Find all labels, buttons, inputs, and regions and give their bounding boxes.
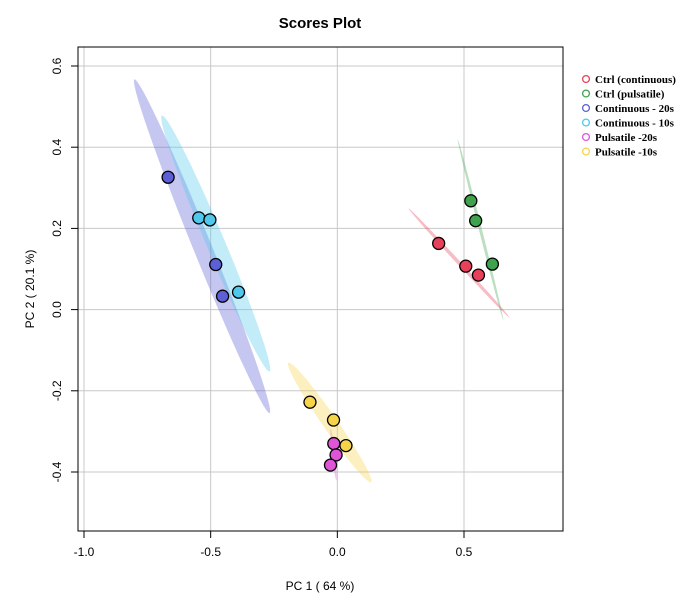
y-tick-label: 0.6 — [50, 57, 64, 74]
data-point — [326, 413, 341, 427]
x-axis-ticks: -1.0 -0.5 0.0 0.5 — [74, 531, 473, 559]
data-point — [161, 170, 175, 184]
data-point — [471, 268, 486, 282]
legend[interactable]: Ctrl (continuous) Ctrl (pulsatile) Continu… — [581, 74, 677, 159]
legend-label: Ctrl (continuous) — [595, 74, 676, 86]
data-point — [231, 285, 246, 299]
data-point — [459, 259, 473, 273]
legend-marker — [581, 103, 591, 113]
data-point — [215, 289, 230, 303]
ellipse-continuous-10s — [161, 115, 271, 372]
y-axis-label: PC 2 ( 20.1 %) — [23, 250, 37, 329]
legend-label: Continuous - 20s — [595, 103, 675, 115]
data-point — [464, 194, 478, 208]
y-tick-label: 0.2 — [50, 220, 64, 237]
legend-marker — [581, 118, 591, 127]
x-tick-label: -1.0 — [74, 545, 95, 559]
y-tick-label: 0.0 — [50, 301, 64, 318]
data-point — [203, 213, 217, 227]
x-axis-label: PC 1 ( 64 %) — [286, 579, 355, 593]
legend-marker — [581, 74, 591, 84]
data-point — [432, 236, 446, 251]
x-tick-label: -0.5 — [200, 545, 221, 559]
x-tick-label: 0.0 — [329, 545, 346, 559]
legend-marker — [581, 147, 591, 156]
y-axis-ticks: -0.4 -0.2 0.0 0.2 0.4 0.6 — [50, 57, 78, 482]
confidence-ellipses — [133, 79, 510, 483]
x-tick-label: 0.5 — [456, 545, 473, 559]
grid-lines — [78, 47, 563, 531]
data-point — [485, 257, 500, 271]
legend-marker — [581, 132, 591, 142]
y-tick-label: -0.2 — [50, 380, 64, 401]
y-tick-label: 0.4 — [50, 139, 64, 156]
data-point — [469, 214, 483, 228]
ellipse-continuous-20s — [133, 79, 271, 414]
ellipse-ctrl-continuous — [408, 208, 510, 318]
ellipse-ctrl-pulsatile — [457, 139, 504, 320]
data-point — [323, 458, 338, 472]
plot-frame — [77, 46, 564, 532]
y-tick-label: -0.4 — [50, 461, 64, 482]
data-point — [192, 211, 206, 225]
legend-label: Ctrl (pulsatile) — [595, 89, 665, 101]
legend-marker — [581, 89, 591, 98]
data-point — [327, 436, 341, 451]
legend-label: Pulsatile -20s — [595, 132, 658, 144]
legend-label: Continuous - 10s — [595, 118, 675, 130]
data-point — [329, 448, 343, 462]
data-points — [161, 170, 500, 472]
data-point — [303, 395, 317, 409]
data-point — [339, 438, 353, 453]
data-point — [209, 257, 223, 272]
chart-title: Scores Plot — [279, 15, 362, 32]
legend-label: Pulsatile -10s — [595, 147, 658, 159]
